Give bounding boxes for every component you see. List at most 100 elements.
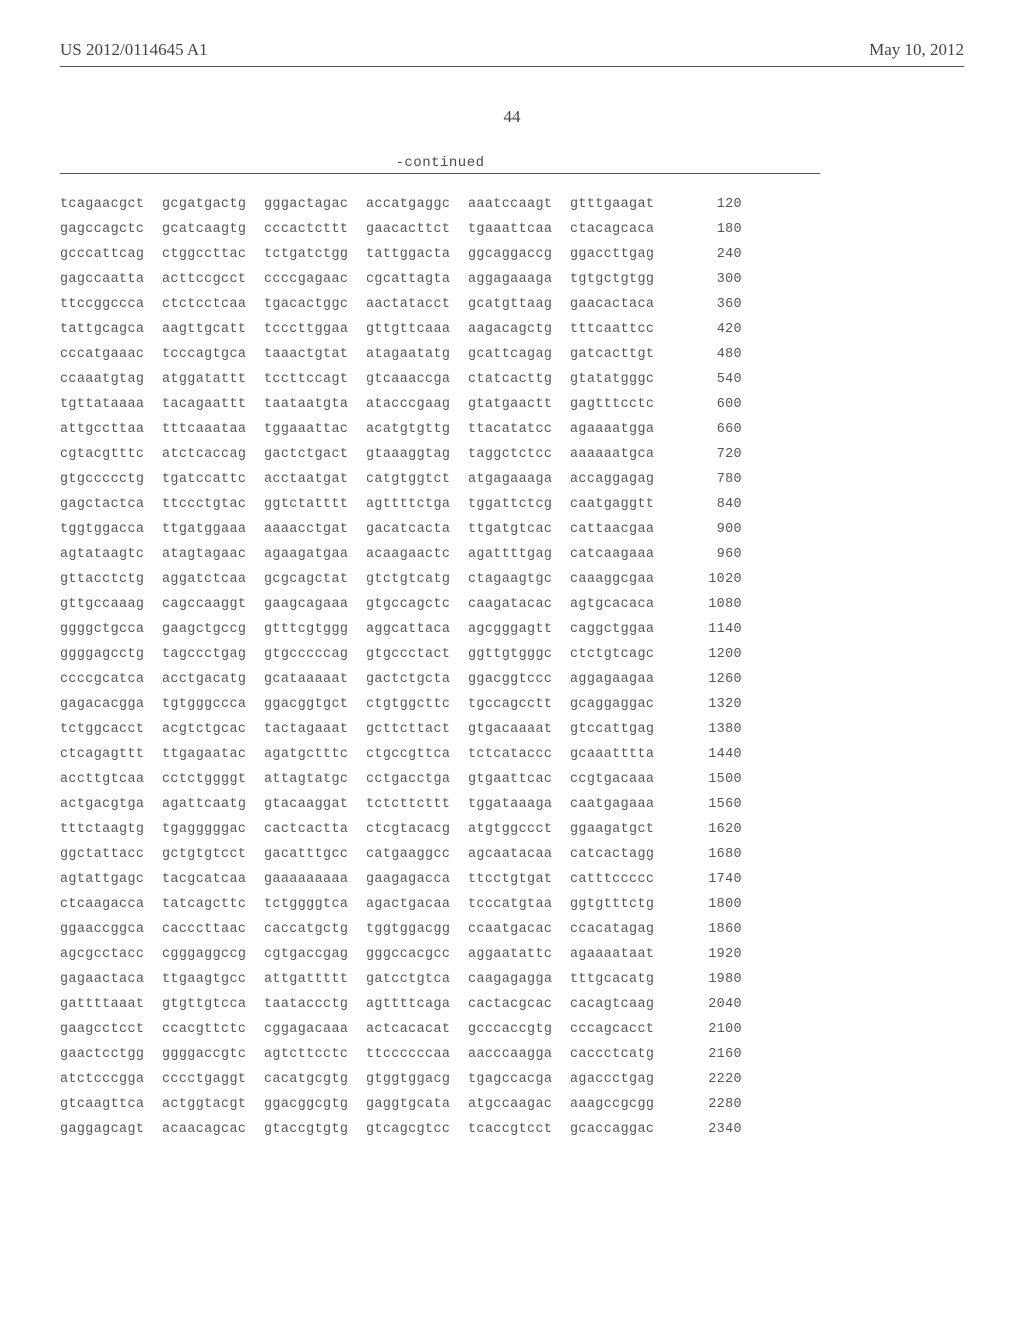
sequence-group: atagaatatg <box>366 342 458 367</box>
sequence-group: gcgatgactg <box>162 192 254 217</box>
sequence-group: cccatgaaac <box>60 342 152 367</box>
sequence-group: ctctgtcagc <box>570 642 662 667</box>
sequence-group: tgaaattcaa <box>468 217 560 242</box>
sequence-group: aaaacctgat <box>264 517 356 542</box>
sequence-row: gtcaagttcaactggtacgtggacggcgtggaggtgcata… <box>60 1092 964 1117</box>
sequence-group: ccccgcatca <box>60 667 152 692</box>
sequence-group: gatcctgtca <box>366 967 458 992</box>
sequence-group: ggctattacc <box>60 842 152 867</box>
sequence-group: tgccagcctt <box>468 692 560 717</box>
sequence-group: gcgcagctat <box>264 567 356 592</box>
sequence-group: gttgttcaaa <box>366 317 458 342</box>
sequence-group: agtcttcctc <box>264 1042 356 1067</box>
sequence-group: gcaggaggac <box>570 692 662 717</box>
sequence-row: accttgtcaacctctggggtattagtatgccctgacctga… <box>60 767 964 792</box>
sequence-group: catttccccc <box>570 867 662 892</box>
sequence-row: ggaaccggcacacccttaaccaccatgctgtggtggacgg… <box>60 917 964 942</box>
sequence-group: gactctgcta <box>366 667 458 692</box>
sequence-position: 1140 <box>684 617 742 642</box>
sequence-group: cccagcacct <box>570 1017 662 1042</box>
sequence-group: cggagacaaa <box>264 1017 356 1042</box>
sequence-group: atagtagaac <box>162 542 254 567</box>
sequence-row: agcgcctacccgggaggccgcgtgaccgaggggccacgcc… <box>60 942 964 967</box>
sequence-group: ggacggtgct <box>264 692 356 717</box>
sequence-group: atgccaagac <box>468 1092 560 1117</box>
sequence-group: gtgccccctg <box>60 467 152 492</box>
sequence-group: cgcattagta <box>366 267 458 292</box>
sequence-group: gcataaaaat <box>264 667 356 692</box>
sequence-group: cccactcttt <box>264 217 356 242</box>
sequence-groups: cgtacgtttcatctcaccaggactctgactgtaaaggtag… <box>60 442 662 467</box>
sequence-row: gaactcctggggggaccgtcagtcttcctcttccccccaa… <box>60 1042 964 1067</box>
sequence-row: tcagaacgct gcgatgactg gggactagac accatgaggc… <box>60 192 964 217</box>
sequence-group: caagagagga <box>468 967 560 992</box>
sequence-groups: gagccagctcgcatcaagtgcccactctttgaacacttct… <box>60 217 662 242</box>
sequence-group: cgtacgtttc <box>60 442 152 467</box>
sequence-group: ctctcctcaa <box>162 292 254 317</box>
sequence-group: aagacagctg <box>468 317 560 342</box>
sequence-group: aaatccaagt <box>468 192 560 217</box>
sequence-group: tttcaaataa <box>162 417 254 442</box>
sequence-group: tggtggacgg <box>366 917 458 942</box>
sequence-group: ggaccttgag <box>570 242 662 267</box>
sequence-position: 1440 <box>684 742 742 767</box>
sequence-group: gagccagctc <box>60 217 152 242</box>
sequence-group: acatgtgttg <box>366 417 458 442</box>
sequence-position: 960 <box>684 542 742 567</box>
sequence-group: tggaaattac <box>264 417 356 442</box>
sequence-group: gttacctctg <box>60 567 152 592</box>
sequence-group: aggagaaaga <box>468 267 560 292</box>
sequence-group: gaggtgcata <box>366 1092 458 1117</box>
sequence-group: tgagggggac <box>162 817 254 842</box>
sequence-group: aaagccgcgg <box>570 1092 662 1117</box>
sequence-group: gtacaaggat <box>264 792 356 817</box>
sequence-group: attagtatgc <box>264 767 356 792</box>
sequence-position: 480 <box>684 342 742 367</box>
sequence-group: agcgcctacc <box>60 942 152 967</box>
sequence-group: aggcattaca <box>366 617 458 642</box>
sequence-group: cacatgcgtg <box>264 1067 356 1092</box>
sequence-group: ttccggccca <box>60 292 152 317</box>
sequence-groups: tttctaagtgtgagggggaccactcacttactcgtacacg… <box>60 817 662 842</box>
header-left: US 2012/0114645 A1 <box>60 40 208 60</box>
sequence-position: 420 <box>684 317 742 342</box>
sequence-group: tgagccacga <box>468 1067 560 1092</box>
sequence-position: 1020 <box>684 567 742 592</box>
sequence-position: 2040 <box>684 992 742 1017</box>
sequence-group: ttgaagtgcc <box>162 967 254 992</box>
page-container: US 2012/0114645 A1 May 10, 2012 44 -cont… <box>0 0 1024 1320</box>
sequence-groups: tgttataaaatacagaattttaataatgtaatacccgaag… <box>60 392 662 417</box>
sequence-group: atgtggccct <box>468 817 560 842</box>
sequence-groups: cccatgaaactcccagtgcataaactgtatatagaatatg… <box>60 342 662 367</box>
sequence-group: gtgacaaaat <box>468 717 560 742</box>
sequence-group: gaacactaca <box>570 292 662 317</box>
sequence-group: accatgaggc <box>366 192 458 217</box>
sequence-group: gtgttgtcca <box>162 992 254 1017</box>
sequence-position: 900 <box>684 517 742 542</box>
sequence-group: cattaacgaa <box>570 517 662 542</box>
sequence-group: gaagagacca <box>366 867 458 892</box>
sequence-position: 540 <box>684 367 742 392</box>
sequence-group: tatcagcttc <box>162 892 254 917</box>
sequence-group: acttccgcct <box>162 267 254 292</box>
sequence-group: gggactagac <box>264 192 356 217</box>
sequence-group: accttgtcaa <box>60 767 152 792</box>
sequence-group: aaaaaatgca <box>570 442 662 467</box>
sequence-group: tcccttggaa <box>264 317 356 342</box>
sequence-groups: tattgcagcaaagttgcatttcccttggaagttgttcaaa… <box>60 317 662 342</box>
sequence-group: gagccaatta <box>60 267 152 292</box>
sequence-group: ttgatgtcac <box>468 517 560 542</box>
sequence-row: actgacgtgaagattcaatggtacaaggattctcttcttt… <box>60 792 964 817</box>
sequence-group: ggacggcgtg <box>264 1092 356 1117</box>
sequence-group: gcattcagag <box>468 342 560 367</box>
sequence-group: atacccgaag <box>366 392 458 417</box>
sequence-groups: ccccgcatcaacctgacatggcataaaaatgactctgcta… <box>60 667 662 692</box>
sequence-position: 300 <box>684 267 742 292</box>
sequence-group: tcagaacgct <box>60 192 152 217</box>
sequence-row: gttgccaaagcagccaaggtgaagcagaaagtgccagctc… <box>60 592 964 617</box>
sequence-group: atgagaaaga <box>468 467 560 492</box>
sequence-group: ctagaagtgc <box>468 567 560 592</box>
sequence-group: gtttcgtggg <box>264 617 356 642</box>
sequence-group: aactatacct <box>366 292 458 317</box>
sequence-group: ggaagatgct <box>570 817 662 842</box>
